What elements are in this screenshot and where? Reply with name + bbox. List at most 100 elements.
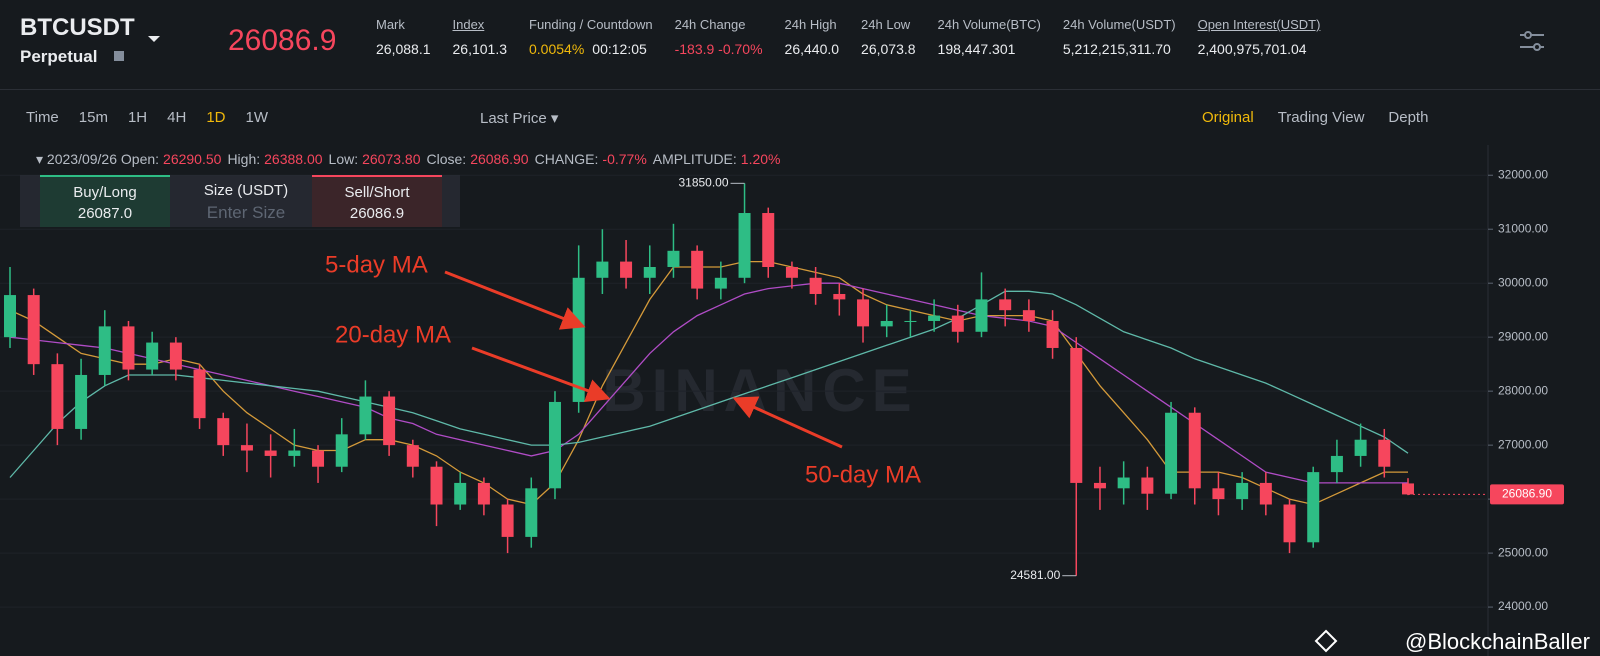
y-tick-label: 29000.00 [1498,329,1548,343]
interval: Time [26,109,59,126]
annotation: 5-day MA [325,251,428,278]
stat: 24h Volume(USDT) 5,212,215,311.70 [1063,17,1176,57]
stat-value: 0.0054% [529,41,585,57]
candle-body [667,250,680,267]
watermark: BINANCE [602,357,917,424]
stat-label: 24h High [784,17,837,32]
ma-line [9,290,1409,478]
size-field[interactable]: Size (USDT) Enter Size [180,175,312,227]
sell-button[interactable]: Sell/Short 26086.9 [312,175,442,227]
candle-body [27,295,40,365]
candle-body [335,434,348,467]
last-price: 26086.9 [228,24,337,57]
candle-body [454,482,467,505]
candle-body [904,320,917,322]
candle-body [548,401,561,489]
ohlc-date: 2023/09/26 [46,151,117,167]
view-tab[interactable]: Original [1202,109,1254,126]
stat: 24h Change -183.9 -0.70% [675,17,763,57]
interval[interactable]: 1D [206,109,226,126]
candle-body [572,277,585,402]
candle-body [975,299,988,332]
ohlc-bar: ▾ 2023/09/26 Open: 26290.50 High: 26388.00 L… [36,151,781,167]
candle-body [1212,488,1225,500]
stat-value: 26,101.3 [452,41,508,57]
candle-body [477,482,490,505]
interval[interactable]: 1H [127,109,148,126]
interval[interactable]: 1W [245,109,269,126]
ma-line [9,282,1408,484]
ohlc-value: 26086.90 [470,151,529,167]
ohlc-label: High: [227,151,261,167]
views: Original Trading View Depth [1202,109,1428,126]
stat-value-row: 2,400,975,701.04 [1198,41,1321,57]
stat-value-row: 26,088.1 [376,41,431,57]
interval[interactable]: 15m [78,109,108,126]
candle-body [643,266,656,278]
candle-body [738,213,751,278]
stat-value-row: 198,447.301 [938,41,1041,57]
order-panel: Buy/Long 26087.0 Size (USDT) Enter Size … [20,175,460,227]
candle-body [240,445,253,451]
size-placeholder: Enter Size [206,203,286,222]
price-type[interactable]: Last Price ▾ [480,110,559,127]
stat: Open Interest(USDT) 2,400,975,701.04 [1198,17,1321,57]
buy-price: 26087.0 [77,205,133,222]
stat: Funding / Countdown 0.0054% 00:12:05 [529,17,653,57]
stat-label: Index [452,17,485,32]
symbol[interactable]: BTCUSDT [20,14,135,41]
stat-label: 24h Change [674,17,746,32]
candle-body [1402,483,1414,495]
stat: Index 26,101.3 [453,17,508,57]
candle-body [430,466,443,505]
price-type-label[interactable]: Last Price [480,110,547,127]
stat-value: 2,400,975,701.04 [1197,41,1307,57]
stat-label: 24h Volume(USDT) [1062,17,1176,32]
stat-label: Mark [376,17,405,32]
candle-body [1141,477,1154,494]
view-tab[interactable]: Trading View [1277,109,1365,126]
size-label: Size (USDT) [203,182,289,199]
candle-body [1378,439,1391,467]
view-tab[interactable]: Depth [1388,109,1429,126]
y-tick-label: 24000.00 [1498,599,1548,613]
y-tick-label: 27000.00 [1498,437,1548,451]
candle-body [4,295,16,338]
candle-body [1188,412,1201,489]
y-tick-label: 32000.00 [1498,167,1548,181]
ohlc-label: CHANGE: [534,151,599,167]
stat-value: 26,440.0 [784,41,840,57]
candle-body [383,396,396,446]
stat-value: 00:12:05 [592,41,647,57]
candle-body [525,488,538,537]
sell-price: 26086.9 [349,205,405,222]
candle-body [146,342,159,370]
candle-body [999,299,1012,311]
stat: 24h Low 26,073.8 [861,17,916,57]
stat-value: -183.9 -0.70% [674,41,763,57]
low-label: 24581.00 [1010,568,1060,582]
ohlc-label: Low: [328,151,359,167]
annotation-arrow [444,270,586,330]
annotation: 20-day MA [335,321,451,348]
interval[interactable]: 4H [167,109,187,126]
last-price-label: 26086.90 [1502,487,1552,501]
candle-body [833,293,846,300]
candle-body [714,277,727,289]
ohlc-value: 26073.80 [362,151,421,167]
y-tick-label: 28000.00 [1498,383,1548,397]
stat-value: 26,073.8 [861,41,916,57]
toolbar: Time 15m 1H 4H 1D 1W Last Price ▾ Original Tra… [0,90,1600,146]
stat-value-row: 26,073.8 [861,41,916,57]
credit-logo [1314,629,1338,653]
candle-body [169,342,182,370]
stat: 24h Volume(BTC) 198,447.301 [938,17,1041,57]
candle-body [1165,412,1178,494]
stat-value: 26,088.1 [376,41,431,57]
buy-button[interactable]: Buy/Long 26087.0 [40,175,170,227]
sell-label: Sell/Short [344,184,410,201]
header: BTCUSDT Perpetual 26086.9 Mark 26,088.1 In… [0,0,1600,90]
stat-value-row: 5,212,215,311.70 [1063,41,1176,57]
